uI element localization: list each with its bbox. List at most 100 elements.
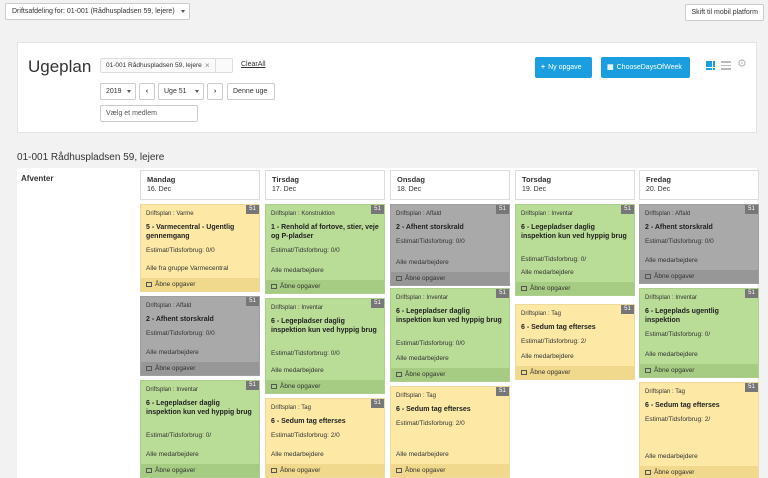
year-value: 2019 <box>106 88 122 95</box>
task-card[interactable]: 51 Driftsplan : Inventar 6 - Legepladser d… <box>140 380 260 478</box>
task-title: 6 - Legepladser daglig inspektion kun ve… <box>521 224 627 240</box>
week-select[interactable]: Uge 51 <box>158 83 204 100</box>
task-estimate: Estimat/Tidsforbrug: 0/0 <box>396 238 465 245</box>
day-date: 19. Dec <box>522 186 547 193</box>
department-select[interactable]: Driftsafdeling for: 01-001 (Rådhuspladse… <box>5 3 190 20</box>
task-title: 2 - Afhent storskrald <box>396 224 464 231</box>
day-name: Onsdag <box>397 175 425 184</box>
week-badge: 51 <box>496 205 509 214</box>
open-tasks-button[interactable]: Åbne opgaver <box>266 280 384 293</box>
clear-all-link[interactable]: ClearAll <box>241 61 266 68</box>
task-estimate: Estimat/Tidsforbrug: 2/0 <box>396 420 465 427</box>
top-bar: Driftsafdeling for: 01-001 (Rådhuspladse… <box>0 0 768 26</box>
day-header: Tirsdag 17. Dec <box>265 170 385 200</box>
task-category: Driftsplan : Varme <box>146 211 194 217</box>
task-title: 6 - Sedum tag efterses <box>396 406 471 413</box>
task-estimate: Estimat/Tidsforbrug: 0/0 <box>396 340 465 347</box>
open-tasks-button[interactable]: Åbne opgaver <box>640 270 758 283</box>
task-assignee: Alle medarbejdere <box>645 351 698 358</box>
task-title: 6 - Sedum tag efterses <box>645 402 720 409</box>
settings-icon[interactable]: ⚙ <box>737 58 747 70</box>
week-badge: 51 <box>745 205 758 214</box>
day-column: Tirsdag 17. Dec 51 Driftsplan : Konstruktio… <box>265 170 385 478</box>
task-estimate: Estimat/Tidsforbrug: 0/0 <box>271 247 340 254</box>
task-card[interactable]: 51 Driftsplan : Affald 2 - Afhent storskra… <box>390 204 510 286</box>
open-tasks-button[interactable]: Åbne opgaver <box>266 464 384 477</box>
task-title: 5 - Varmecentral - Ugentlig gennemgang <box>146 224 235 240</box>
plus-icon: + <box>541 64 546 71</box>
mobile-platform-button[interactable]: Skift til mobil platform <box>685 4 764 21</box>
open-tasks-button[interactable]: Åbne opgaver <box>640 466 758 478</box>
header-panel: Ugeplan 01-001 Rådhuspladsen 59, lejere … <box>17 42 757 133</box>
choose-days-button[interactable]: ▦ ChooseDaysOfWeek <box>601 57 690 78</box>
task-card[interactable]: 51 Driftsplan : Tag 6 - Sedum tag efterses… <box>265 398 385 478</box>
new-task-button[interactable]: + Ny opgave <box>535 57 592 78</box>
copy-icon <box>645 470 651 475</box>
day-column: Torsdag 19. Dec 51 Driftsplan : Inventar 6 -… <box>515 170 635 478</box>
task-title: 6 - Legepladser daglig inspektion kun ve… <box>271 318 377 334</box>
grid-view-icon[interactable] <box>706 61 715 70</box>
open-tasks-button[interactable]: Åbne opgaver <box>516 366 634 379</box>
open-tasks-label: Åbne opgaver <box>155 365 196 372</box>
open-tasks-button[interactable]: Åbne opgaver <box>141 278 259 291</box>
open-tasks-button[interactable]: Åbne opgaver <box>640 364 758 377</box>
task-title: 1 - Renhold af fortove, stier, veje og P… <box>271 224 379 240</box>
open-tasks-button[interactable]: Åbne opgaver <box>141 362 259 375</box>
task-card[interactable]: 51 Driftsplan : Tag 6 - Sedum tag efterses… <box>639 382 759 478</box>
open-tasks-button[interactable]: Åbne opgaver <box>391 272 509 285</box>
copy-icon <box>146 468 152 473</box>
task-card[interactable]: 51 Driftsplan : Inventar 6 - Legepladser d… <box>515 204 635 296</box>
task-card[interactable]: 51 Driftsplan : Inventar 6 - Legepladser d… <box>265 298 385 394</box>
next-week-button[interactable]: › <box>207 83 223 100</box>
member-select-input[interactable]: Vælg et medlem <box>100 105 198 122</box>
location-filter-chip: 01-001 Rådhuspladsen 59, lejere × <box>100 58 233 73</box>
task-category: Driftsplan : Inventar <box>146 387 199 393</box>
day-header: Torsdag 19. Dec <box>515 170 635 200</box>
open-tasks-button[interactable]: Åbne opgaver <box>141 464 259 477</box>
open-tasks-button[interactable]: Åbne opgaver <box>266 380 384 393</box>
day-name: Torsdag <box>522 175 552 184</box>
open-tasks-label: Åbne opgaver <box>530 285 571 292</box>
task-card[interactable]: 51 Driftsplan : Tag 6 - Sedum tag efterses… <box>390 386 510 478</box>
department-select-label: Driftsafdeling for: 01-001 (Rådhuspladse… <box>12 8 175 15</box>
task-card[interactable]: 51 Driftsplan : Konstruktion 1 - Renhold a… <box>265 204 385 294</box>
week-value: Uge 51 <box>164 88 187 95</box>
task-title: 6 - Sedum tag efterses <box>271 418 346 425</box>
previous-week-button[interactable]: ‹ <box>139 83 155 100</box>
task-estimate: Estimat/Tidsforbrug: 0/ <box>146 432 212 439</box>
open-tasks-label: Åbne opgaver <box>280 283 321 290</box>
list-view-icon[interactable] <box>721 61 731 70</box>
task-category: Driftsplan : Inventar <box>271 305 324 311</box>
task-category: Driftsplan : Tag <box>396 393 436 399</box>
task-card[interactable]: 51 Driftsplan : Affald 2 - Afhent storskra… <box>140 296 260 376</box>
open-tasks-button[interactable]: Åbne opgaver <box>391 464 509 477</box>
week-badge: 51 <box>371 399 384 408</box>
open-tasks-label: Åbne opgaver <box>654 273 695 280</box>
week-badge: 51 <box>745 289 758 298</box>
week-badge: 51 <box>246 297 259 306</box>
open-tasks-label: Åbne opgaver <box>654 469 695 476</box>
task-category: Driftsplan : Affald <box>396 211 442 217</box>
remove-filter-icon[interactable]: × <box>205 61 210 70</box>
open-tasks-label: Åbne opgaver <box>654 367 695 374</box>
open-tasks-button[interactable]: Åbne opgaver <box>516 282 634 295</box>
task-assignee: Alle medarbejdere <box>271 367 324 374</box>
year-select[interactable]: 2019 <box>100 83 136 100</box>
task-card[interactable]: 51 Driftsplan : Varme 5 - Varmecentral - U… <box>140 204 260 292</box>
open-tasks-button[interactable]: Åbne opgaver <box>391 368 509 381</box>
task-card[interactable]: 51 Driftsplan : Inventar 6 - Legeplads uge… <box>639 288 759 378</box>
this-week-button[interactable]: Denne uge <box>227 83 275 100</box>
task-estimate: Estimat/Tidsforbrug: 0/0 <box>645 238 714 245</box>
day-date: 16. Dec <box>147 186 172 193</box>
task-card[interactable]: 51 Driftsplan : Inventar 6 - Legepladser d… <box>390 288 510 382</box>
task-title: 6 - Legepladser daglig inspektion kun ve… <box>146 400 252 416</box>
task-card[interactable]: 51 Driftsplan : Tag 6 - Sedum tag efterses… <box>515 304 635 380</box>
task-card[interactable]: 51 Driftsplan : Affald 2 - Afhent storskra… <box>639 204 759 284</box>
task-category: Driftsplan : Tag <box>521 311 561 317</box>
copy-icon <box>645 274 651 279</box>
chevron-down-icon <box>127 90 131 93</box>
new-task-label: Ny opgave <box>548 64 582 71</box>
task-category: Driftsplan : Konstruktion <box>271 211 335 217</box>
task-category: Driftsplan : Tag <box>271 405 311 411</box>
week-badge: 51 <box>496 289 509 298</box>
